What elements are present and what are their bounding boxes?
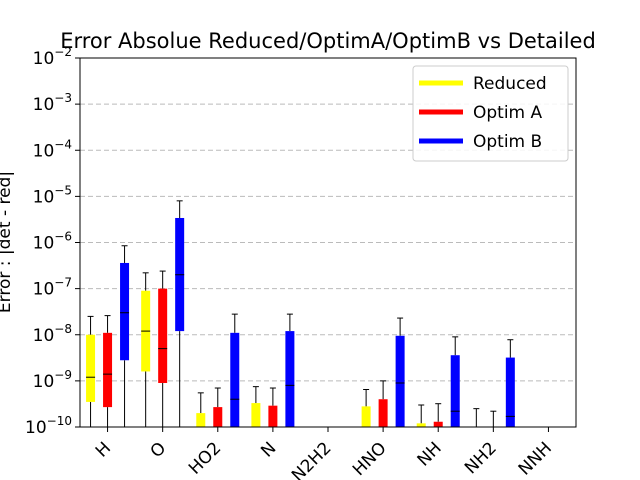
legend-box (412, 65, 569, 162)
box-optim-b (505, 357, 515, 427)
x-tick-label: N (257, 438, 280, 461)
box-optim-a (268, 405, 278, 427)
box-optim-a (213, 407, 223, 427)
legend-label: Optim B (473, 132, 542, 152)
y-tick-label: 10−9 (33, 368, 72, 392)
x-tick-label: HNO (349, 438, 391, 480)
box-optim-b (120, 262, 130, 361)
box-optim-a (158, 288, 168, 383)
x-axis: H O HO2 N N2H2 HNO NH NH2 NNH (92, 427, 556, 480)
y-tick-label: 10−3 (33, 91, 72, 115)
y-tick-label: 10−7 (33, 276, 72, 300)
box-optim-a (433, 421, 443, 427)
box-reduced (251, 403, 261, 427)
y-tick-label: 10−2 (33, 45, 72, 69)
x-tick-label: NH (414, 438, 446, 470)
box-series (86, 200, 515, 428)
box-reduced (361, 406, 371, 427)
y-tick-label: 10−10 (25, 414, 72, 438)
y-tick-label: 10−8 (33, 322, 72, 346)
y-tick-label: 10−5 (33, 183, 72, 207)
x-tick-label: NNH (515, 438, 556, 479)
y-axis: 10−10 10−9 10−8 10−7 10−6 10−5 10−4 10−3 10−2 (25, 45, 80, 438)
box-optim-b (285, 331, 295, 427)
box-reduced (86, 334, 96, 402)
x-tick-label: HO2 (185, 438, 225, 478)
legend-label: Reduced (473, 74, 547, 94)
box-optim-b (395, 335, 405, 427)
legend: Reduced Optim A Optim B (412, 65, 569, 162)
x-tick-label: NH2 (461, 438, 501, 478)
x-tick-label: N2H2 (288, 438, 335, 480)
chart-title: Error Absolue Reduced/OptimA/OptimB vs D… (60, 29, 596, 53)
y-tick-label: 10−6 (33, 230, 72, 254)
legend-label: Optim A (473, 103, 543, 123)
box-optim-a (378, 399, 388, 427)
box-optim-a (103, 332, 113, 408)
y-tick-label: 10−4 (33, 137, 72, 161)
y-axis-label: Error : |det - red| (0, 171, 15, 313)
x-tick-label: O (147, 438, 171, 462)
x-tick-label: H (92, 438, 115, 461)
box-reduced (416, 423, 426, 427)
box-optim-b (230, 332, 240, 427)
box-reduced (196, 413, 206, 427)
box-optim-b (450, 355, 460, 427)
